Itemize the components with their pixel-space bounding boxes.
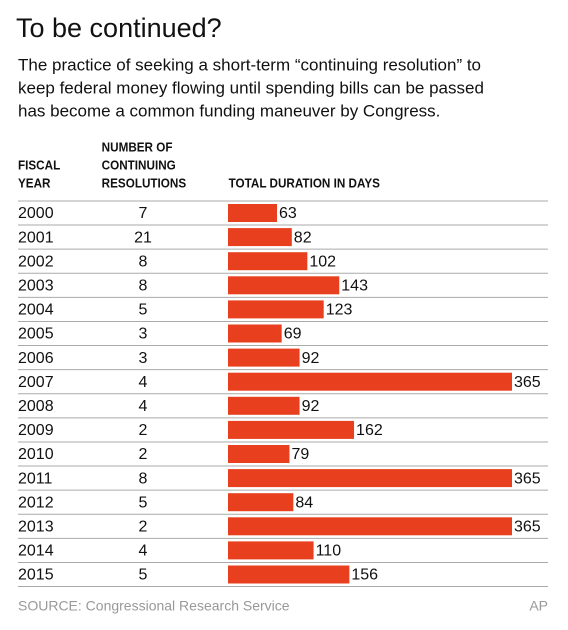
value-label: 156 (351, 567, 378, 584)
year-label: 2009 (18, 422, 54, 439)
value-label: 143 (341, 278, 368, 295)
bar (228, 324, 282, 343)
bar (228, 445, 290, 463)
year-label: 2015 (18, 567, 54, 584)
year-label: 2003 (18, 278, 54, 295)
year-label: 2006 (18, 350, 54, 367)
count-label: 5 (139, 567, 148, 584)
year-label: 2007 (18, 374, 54, 391)
value-label: 365 (514, 374, 541, 391)
year-label: 2014 (18, 543, 54, 560)
year-label: 2001 (18, 229, 54, 246)
bar (228, 493, 294, 512)
year-label: 2013 (18, 519, 54, 536)
count-label: 5 (139, 494, 148, 511)
year-label: 2000 (18, 205, 54, 222)
column-header: FISCAL (18, 158, 61, 173)
count-label: 8 (139, 278, 148, 295)
value-label: 365 (514, 519, 541, 536)
value-label: 123 (326, 302, 353, 319)
value-label: 69 (284, 326, 302, 343)
year-label: 2002 (18, 253, 54, 270)
subtitle: has become a common funding maneuver by … (18, 101, 440, 120)
chart-title: To be continued? (16, 13, 222, 43)
bar (228, 204, 278, 222)
value-label: 110 (316, 543, 342, 560)
year-label: 2012 (18, 494, 54, 511)
column-header: NUMBER OF (102, 140, 173, 155)
bar (228, 396, 300, 415)
value-label: 84 (295, 494, 313, 511)
bar (228, 420, 355, 439)
count-label: 4 (139, 374, 148, 391)
value-label: 365 (514, 470, 541, 487)
bar (228, 541, 314, 560)
count-label: 3 (139, 326, 148, 343)
count-label: 4 (139, 398, 148, 415)
bar (228, 252, 308, 271)
column-header: CONTINUING (102, 158, 176, 173)
count-label: 5 (139, 302, 148, 319)
count-label: 3 (139, 350, 148, 367)
bar (228, 565, 350, 584)
bar (228, 348, 300, 367)
bar (228, 300, 324, 319)
count-label: 8 (139, 253, 148, 270)
count-label: 2 (139, 519, 148, 536)
bar (228, 372, 512, 391)
column-header: RESOLUTIONS (102, 176, 186, 191)
year-label: 2008 (18, 398, 54, 415)
bar (228, 517, 512, 536)
value-label: 92 (302, 350, 320, 367)
count-label: 2 (139, 446, 148, 463)
credit: AP (529, 598, 548, 614)
count-label: 8 (139, 470, 148, 487)
year-label: 2004 (18, 302, 54, 319)
subtitle: keep federal money flowing until spendin… (18, 78, 484, 97)
value-label: 63 (279, 205, 297, 222)
column-header: YEAR (18, 176, 51, 191)
year-label: 2010 (18, 446, 54, 463)
value-label: 162 (356, 422, 383, 439)
bar (228, 228, 292, 247)
subtitle: The practice of seeking a short-term “co… (18, 55, 481, 74)
value-label: 102 (309, 253, 336, 270)
count-label: 2 (139, 422, 148, 439)
value-label: 79 (291, 446, 309, 463)
bar (228, 469, 512, 488)
year-label: 2011 (18, 470, 53, 487)
value-label: 92 (302, 398, 320, 415)
year-label: 2005 (18, 326, 54, 343)
value-label: 82 (294, 229, 312, 246)
source: SOURCE: Congressional Research Service (18, 598, 290, 614)
column-header: TOTAL DURATION IN DAYS (229, 176, 380, 191)
count-label: 7 (139, 205, 148, 222)
count-label: 4 (139, 543, 148, 560)
bar (228, 276, 340, 295)
count-label: 21 (134, 229, 152, 246)
